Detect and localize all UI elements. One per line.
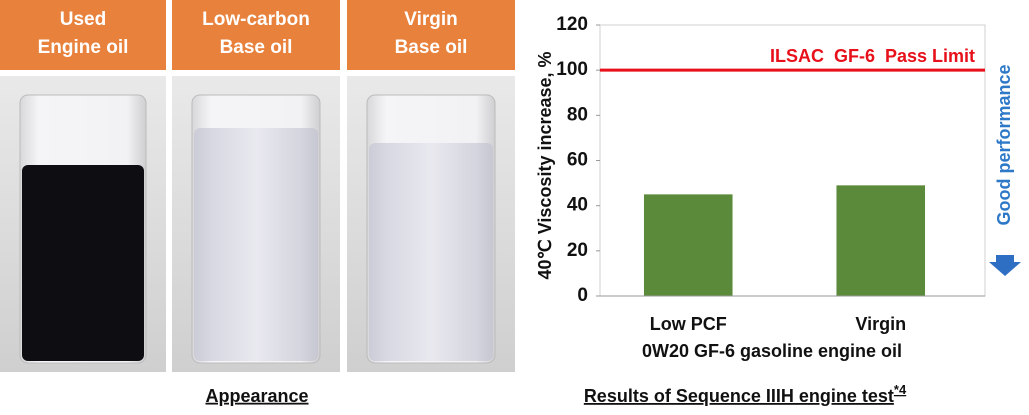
- appearance-caption: Appearance: [205, 386, 308, 406]
- reference-label: ILSAC GF-6 Pass Limit: [770, 46, 975, 66]
- bar: [644, 194, 733, 296]
- header-text: Base oil: [220, 37, 293, 58]
- header-text: Engine oil: [38, 37, 129, 58]
- y-tick-label: 60: [567, 150, 588, 171]
- oil: [369, 143, 493, 361]
- y-axis-label: 40℃ Viscosity increase, %: [535, 51, 555, 279]
- oil: [22, 165, 144, 361]
- figure: Used Engine oil Low-carbon Base oil Virgin Ba…: [0, 0, 1029, 410]
- chart-caption: Results of Sequence IIIH engine test*4: [584, 382, 907, 405]
- appearance-panel: Used Engine oil Low-carbon Base oil Virgin Ba…: [0, 0, 515, 372]
- header-text: Virgin: [404, 9, 458, 30]
- oil: [194, 128, 318, 361]
- x-tick-label: Virgin: [855, 314, 906, 334]
- bar: [836, 185, 925, 296]
- side-note: Good performance: [994, 64, 1014, 225]
- header-text: Low-carbon: [202, 9, 310, 30]
- y-tick-label: 80: [567, 104, 588, 125]
- x-axis-label: 0W20 GF-6 gasoline engine oil: [642, 341, 902, 361]
- y-tick-label: 100: [556, 59, 588, 80]
- y-tick-label: 20: [567, 240, 588, 261]
- x-tick-label: Low PCF: [650, 314, 727, 334]
- y-tick-label: 40: [567, 195, 588, 216]
- caption-note: *4: [894, 382, 907, 397]
- header-text: Base oil: [395, 37, 468, 58]
- performance-arrow: [989, 255, 1021, 276]
- y-tick-label: 0: [577, 285, 588, 306]
- y-tick-label: 120: [556, 14, 588, 35]
- caption-text: Results of Sequence IIIH engine test: [584, 386, 894, 406]
- header-text: Used: [60, 9, 106, 30]
